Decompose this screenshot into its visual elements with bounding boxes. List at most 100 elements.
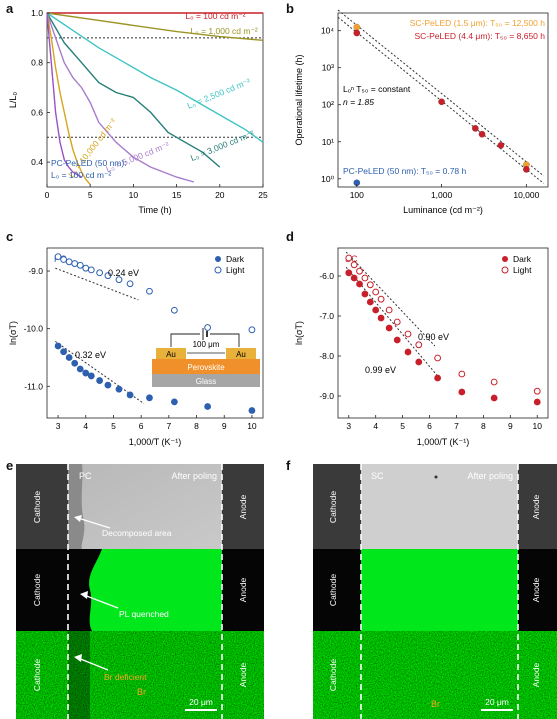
x-tick-label: 8 (481, 421, 486, 431)
glass-label: Glass (196, 377, 216, 386)
fit-line (345, 251, 436, 347)
light-point (248, 326, 256, 334)
dark-point (60, 348, 68, 356)
dark-point (104, 381, 112, 389)
cathode-label-sem: Cathode (32, 491, 42, 523)
x-tick-label: 10 (247, 421, 257, 431)
y-tick-label: -7.0 (319, 311, 334, 321)
light-point (415, 341, 423, 349)
arrow-br-deficient (77, 657, 109, 671)
x-tick-label: 9 (222, 421, 227, 431)
plot-frame (46, 247, 264, 419)
x-tick-label: 3 (56, 421, 61, 431)
series-label: L₀ = 2,500 cd m⁻² (186, 76, 252, 111)
lifetime-decay-chart: L₀ = 100 cd m⁻² L₀ = 1,000 cd m⁻² L₀ = 2,5… (8, 8, 268, 215)
dark-point (87, 372, 95, 380)
light-point (60, 256, 68, 263)
cathode-label-edx: Cathode (328, 659, 338, 691)
light-point (366, 281, 374, 289)
fit-line (337, 9, 544, 177)
electrode-left-label: Au (166, 350, 176, 359)
x-tick-label: 8 (194, 421, 199, 431)
dark-point (393, 336, 401, 344)
dark-point (372, 306, 380, 314)
light-point (65, 258, 73, 266)
cathode-label-pl: Cathode (328, 574, 338, 606)
sem-speck (434, 475, 438, 479)
dark-point (490, 394, 498, 402)
arrow-quenched-head (80, 591, 88, 599)
decay-series-line (46, 12, 91, 185)
y-tick-label: -10.0 (24, 324, 44, 334)
x-tick-label: 3 (346, 421, 351, 431)
light-point (82, 264, 90, 272)
y-tick-label: 10¹ (322, 137, 334, 147)
glass-layer (152, 374, 260, 387)
light-point (404, 330, 412, 338)
pl-quenched-region (68, 549, 102, 631)
element-label: Br (137, 687, 146, 697)
y-tick-label: 1.0 (31, 8, 43, 18)
panel-letter-c: c (6, 229, 13, 244)
decay-series-line (46, 12, 195, 183)
x-tick-label: 10,000 (513, 190, 539, 200)
anode-label-sem: Anode (531, 494, 541, 519)
dark-point (71, 359, 79, 367)
anode-label-pl: Anode (531, 577, 541, 602)
arrow-label-br-deficient: Br deficient (104, 672, 147, 682)
anode-block (222, 464, 264, 549)
gap-dimension-label: 100 μm (193, 340, 220, 349)
dark-point (366, 298, 374, 306)
y-tick-label: -9.0 (319, 391, 334, 401)
anode-block (518, 464, 557, 549)
circuit-wire (170, 333, 240, 347)
status-label: After poling (467, 471, 513, 481)
sc-microscopy-panel: SC After poling Cathode Anode Cathode An… (313, 464, 557, 719)
annotation-line-1: PC-PeLED (50 nm): (51, 158, 127, 168)
light-point (146, 287, 153, 295)
legend-dark-label: Dark (513, 254, 532, 264)
perovskite-layer (152, 359, 260, 374)
light-point (350, 261, 358, 269)
pl-anode-block (222, 549, 264, 631)
x-tick-label: 5 (88, 190, 93, 200)
x-tick-label: 6 (139, 421, 144, 431)
lifetime-vs-luminance-chart: 100 1,000 10,000 10⁰ 10¹ 10² 10³ 10⁴ SC-PeLED (… (294, 9, 549, 215)
dark-point (385, 324, 393, 332)
x-tick-label: 100 (350, 190, 364, 200)
x-tick-label: 5 (111, 421, 116, 431)
element-label: Br (431, 699, 440, 709)
light-point (361, 274, 369, 282)
lifetime-point (497, 141, 505, 149)
y-tick-label: 0.6 (31, 107, 43, 117)
sample-label: SC (371, 471, 384, 481)
dark-point (404, 348, 412, 356)
x-tick-label: 5 (400, 421, 405, 431)
y-tick-label: 0.4 (31, 157, 43, 167)
panel-letter-a: a (6, 1, 14, 16)
panel-letter-d: d (286, 229, 294, 244)
light-point (356, 267, 363, 275)
light-point (377, 295, 385, 303)
perovskite-label: Perovskite (187, 363, 225, 372)
legend-dark-marker (215, 256, 221, 262)
dark-point (54, 342, 62, 350)
dark-point (170, 398, 178, 406)
panel-letter-e: e (6, 458, 13, 473)
scale-bar-label: 20 μm (485, 697, 509, 707)
light-point (385, 306, 393, 314)
legend-light-marker (501, 266, 509, 274)
light-point (434, 354, 442, 362)
decay-series-line (46, 12, 82, 178)
x-tick-label: 15 (172, 190, 182, 200)
x-axis-label: 1,000/T (K⁻¹) (129, 437, 182, 447)
activation-energy-light: 0.90 eV (418, 332, 449, 342)
arrow-br-deficient-head (74, 654, 82, 662)
dark-point (350, 274, 358, 282)
annotation-line-2: L₀ = 100 cd m⁻² (51, 170, 111, 180)
y-tick-label: -9.0 (28, 266, 43, 276)
y-tick-label: 0.8 (31, 58, 43, 68)
sem-channel (361, 464, 518, 549)
light-point (170, 306, 178, 314)
